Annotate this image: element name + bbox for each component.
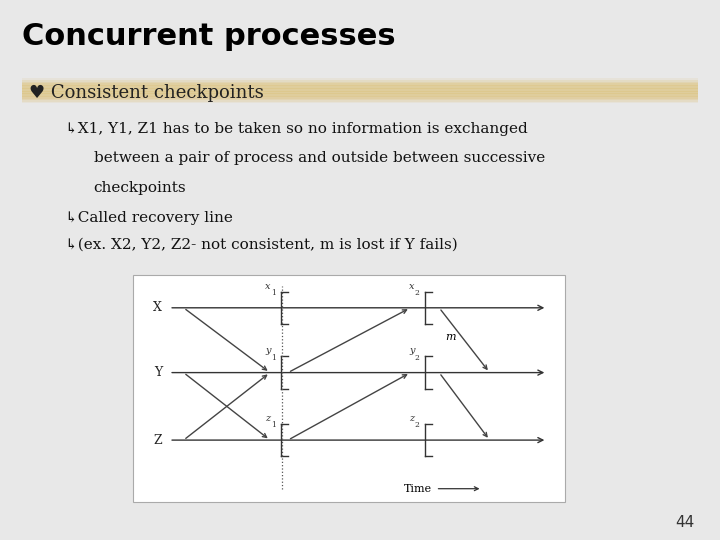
FancyBboxPatch shape [22, 90, 698, 97]
Text: 2: 2 [415, 354, 420, 362]
Text: ↳X1, Y1, Z1 has to be taken so no information is exchanged: ↳X1, Y1, Z1 has to be taken so no inform… [65, 122, 528, 136]
Text: Time: Time [404, 484, 432, 494]
Text: 2: 2 [415, 289, 420, 297]
Text: 2: 2 [415, 421, 420, 429]
Text: 1: 1 [271, 354, 276, 362]
FancyBboxPatch shape [22, 93, 698, 100]
Text: x: x [409, 281, 415, 291]
FancyBboxPatch shape [22, 83, 698, 91]
Text: 1: 1 [271, 289, 276, 297]
FancyBboxPatch shape [22, 96, 698, 104]
FancyBboxPatch shape [22, 82, 698, 89]
FancyBboxPatch shape [133, 275, 565, 502]
FancyBboxPatch shape [22, 80, 698, 87]
Text: x: x [265, 281, 271, 291]
Text: y: y [409, 346, 415, 355]
Text: 44: 44 [675, 515, 695, 530]
FancyBboxPatch shape [22, 78, 698, 85]
FancyBboxPatch shape [22, 94, 698, 102]
Text: Z: Z [153, 434, 162, 447]
Text: Concurrent processes: Concurrent processes [22, 22, 395, 51]
Text: checkpoints: checkpoints [94, 181, 186, 195]
Text: Y: Y [154, 366, 162, 379]
Text: ♥ Consistent checkpoints: ♥ Consistent checkpoints [29, 84, 264, 102]
Text: z: z [265, 414, 270, 423]
Text: 1: 1 [271, 421, 276, 429]
Text: between a pair of process and outside between successive: between a pair of process and outside be… [94, 151, 545, 165]
FancyBboxPatch shape [22, 86, 698, 94]
FancyBboxPatch shape [22, 91, 698, 98]
FancyBboxPatch shape [22, 85, 698, 92]
Text: y: y [265, 346, 271, 355]
Text: z: z [409, 414, 414, 423]
Text: X: X [153, 301, 162, 314]
Text: ↳Called recovery line: ↳Called recovery line [65, 211, 233, 225]
Text: m: m [445, 333, 456, 342]
FancyBboxPatch shape [22, 88, 698, 95]
Text: ↳(ex. X2, Y2, Z2- not consistent, m is lost if Y fails): ↳(ex. X2, Y2, Z2- not consistent, m is l… [65, 238, 457, 252]
